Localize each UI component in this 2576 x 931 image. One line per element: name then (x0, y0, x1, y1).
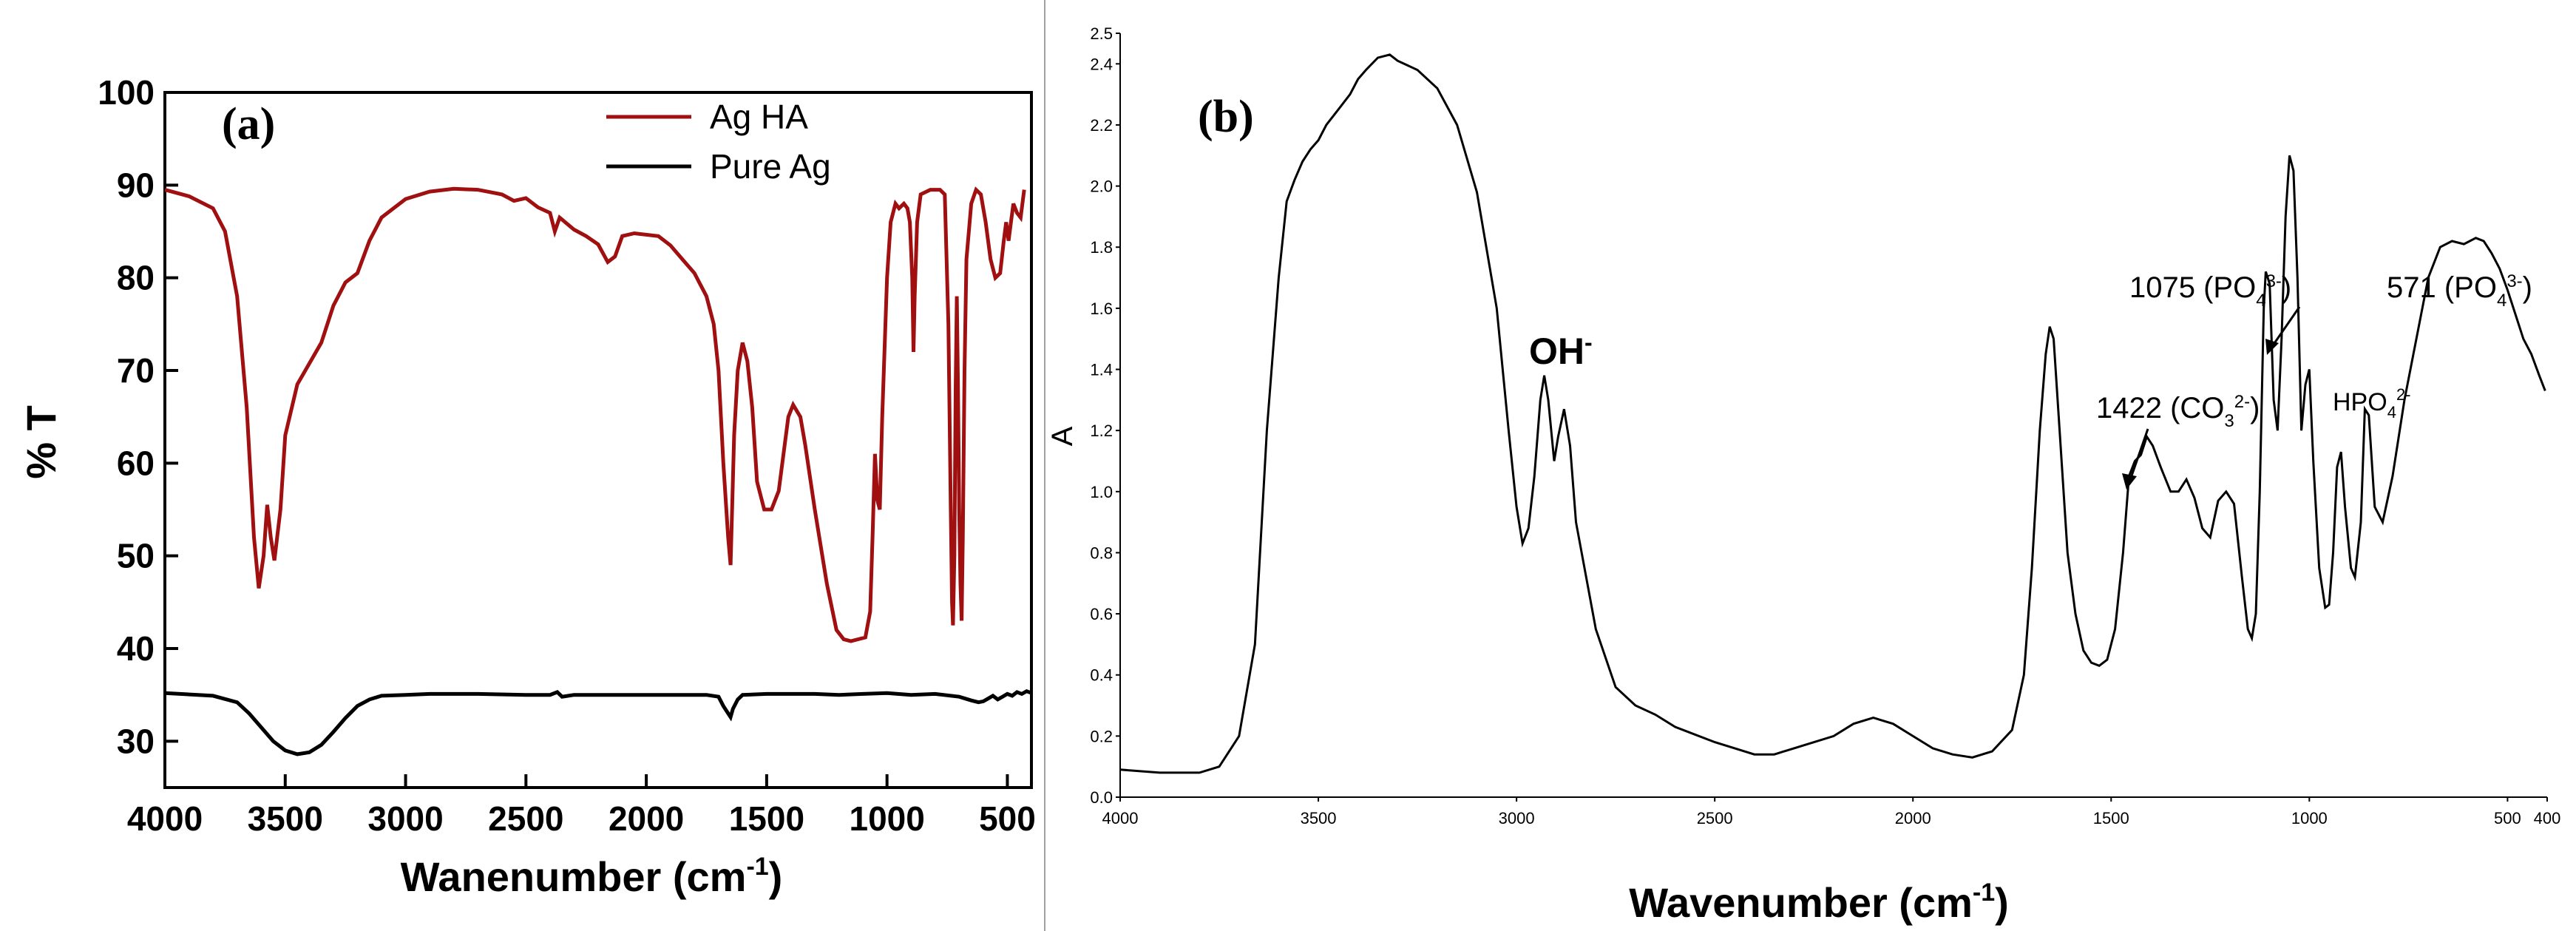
x-tick-label: 2000 (1895, 809, 1931, 827)
annotation-hpo4-sup: 2- (2396, 385, 2411, 404)
annotation-oh-text: OH (1529, 331, 1584, 372)
y-axis-ticks-b: 0.0 0.2 0.4 0.6 0.8 1.0 1.2 1.4 1.6 1.8 2.0 2.2 2.4 2… (1090, 24, 1120, 807)
panel-label-a: (a) (222, 99, 275, 149)
panel-label-b: (b) (1198, 92, 1254, 142)
x-axis-title-a-end: ) (769, 853, 783, 900)
x-tick-label: 3500 (248, 799, 323, 838)
y-tick-label: 2.5 (1090, 24, 1113, 43)
x-tick-label: 4000 (1102, 809, 1139, 827)
annotation-co3: 1422 (CO32-) (2096, 392, 2260, 431)
y-tick-label: 80 (117, 259, 155, 297)
x-tick-label: 4000 (127, 799, 203, 838)
y-tick-label: 30 (117, 722, 155, 760)
annotation-co3-sup: 2- (2234, 392, 2250, 412)
y-tick-label: 0.6 (1090, 605, 1113, 623)
annotation-hpo4-sub: 4 (2387, 403, 2396, 422)
x-tick-label: 1000 (849, 799, 924, 838)
series-line-ag-ha (164, 186, 1026, 643)
x-tick-label: 3000 (367, 799, 443, 838)
x-axis-ticks-b: 4000 3500 3000 2500 2000 1500 1000 500 400 (1102, 797, 2561, 827)
annotation-co3-end: ) (2250, 392, 2260, 424)
plot-frame-a (163, 91, 1033, 789)
x-tick-label: 3000 (1499, 809, 1535, 827)
y-tick-label: 2.0 (1090, 177, 1113, 196)
annotation-co3-arrow (2128, 428, 2149, 483)
x-axis-title-a-sup: -1 (746, 853, 768, 881)
x-tick-label: 500 (979, 799, 1036, 838)
y-tick-label: 1.2 (1090, 422, 1113, 440)
y-axis-title-a: % T (18, 405, 64, 479)
annotation-po4-571-sub: 4 (2497, 291, 2506, 311)
y-tick-label: 50 (117, 537, 155, 575)
legend-a: Ag HA Pure Ag (606, 98, 831, 186)
y-tick-label: 60 (117, 444, 155, 482)
x-axis-title-b-end: ) (1995, 879, 2009, 926)
annotation-oh: OH- (1529, 329, 1593, 372)
annotation-po4-1075-text: 1075 (PO (2129, 271, 2256, 304)
series-line-pure-ag (164, 688, 1032, 756)
y-tick-label: 0.8 (1090, 544, 1113, 562)
annotation-po4-571: 571 (PO43-) (2387, 271, 2532, 311)
x-axis-title-b: Wavenumber (cm-1) (1629, 878, 2009, 926)
x-axis-title-a: Wanenumber (cm-1) (401, 853, 783, 900)
y-tick-label: 0.2 (1090, 727, 1113, 745)
y-axis-title-b: A (1046, 426, 1079, 446)
x-tick-label: 2500 (488, 799, 563, 838)
y-tick-label: 70 (117, 351, 155, 390)
x-tick-label: 500 (2494, 809, 2521, 827)
annotation-hpo4: HPO42- (2333, 385, 2411, 422)
legend-label-ag-ha: Ag HA (710, 98, 808, 136)
y-tick-label: 100 (98, 73, 155, 112)
annotation-po4-1075-sup: 3- (2266, 271, 2282, 291)
x-tick-label: 3500 (1301, 809, 1337, 827)
y-tick-label: 1.4 (1090, 361, 1113, 379)
y-tick-label: 2.2 (1090, 116, 1113, 135)
y-tick-label: 40 (117, 629, 155, 668)
annotation-po4-1075: 1075 (PO43-) (2129, 271, 2291, 311)
annotation-po4-571-text: 571 (PO (2387, 271, 2497, 304)
annotation-oh-sup: - (1584, 329, 1593, 356)
annotation-co3-arrowhead (2122, 473, 2137, 490)
annotation-po4-1075-end: ) (2282, 271, 2291, 304)
x-axis-title-b-main: Wavenumber (cm (1629, 879, 1973, 926)
x-axis-title-b-sup: -1 (1973, 878, 1995, 907)
x-tick-label: 1500 (729, 799, 804, 838)
annotation-po4-1075-arrowhead (2265, 339, 2279, 355)
series-line-absorbance (1119, 53, 2546, 774)
x-tick-label: 400 (2534, 809, 2561, 827)
annotation-po4-1075-sub: 4 (2256, 291, 2265, 311)
y-axis-ticks-a: 30 40 50 60 70 80 90 100 (98, 73, 178, 760)
x-axis-title-a-main: Wanenumber (cm (401, 853, 747, 900)
y-tick-label: 0.4 (1090, 666, 1113, 685)
annotation-hpo4-text: HPO (2333, 388, 2387, 416)
y-tick-label: 0.0 (1090, 788, 1113, 807)
annotation-co3-sub: 3 (2224, 411, 2234, 431)
x-tick-label: 1500 (2093, 809, 2129, 827)
y-tick-label: 1.8 (1090, 238, 1113, 257)
annotation-po4-571-sup: 3- (2506, 271, 2522, 291)
annotation-po4-571-end: ) (2523, 271, 2532, 304)
x-tick-label: 2500 (1697, 809, 1733, 827)
y-tick-label: 2.4 (1090, 55, 1113, 73)
x-tick-label: 2000 (609, 799, 684, 838)
annotation-co3-text: 1422 (CO (2096, 392, 2224, 424)
legend-label-pure-ag: Pure Ag (710, 147, 831, 186)
panel-a: 30 40 50 60 70 80 90 100 4000 3500 3000 2500 2000 15… (18, 73, 1036, 900)
panel-b: 0.0 0.2 0.4 0.6 0.8 1.0 1.2 1.4 1.6 1.8 2.0 2.2 2.4 2… (1046, 24, 2560, 926)
annotation-po4-1075-arrow (2270, 306, 2301, 348)
y-tick-label: 1.0 (1090, 483, 1113, 501)
x-tick-label: 1000 (2291, 809, 2328, 827)
y-tick-label: 1.6 (1090, 299, 1113, 318)
x-axis-ticks-a: 4000 3500 3000 2500 2000 1500 1000 500 (127, 774, 1036, 838)
y-tick-label: 90 (117, 166, 155, 204)
